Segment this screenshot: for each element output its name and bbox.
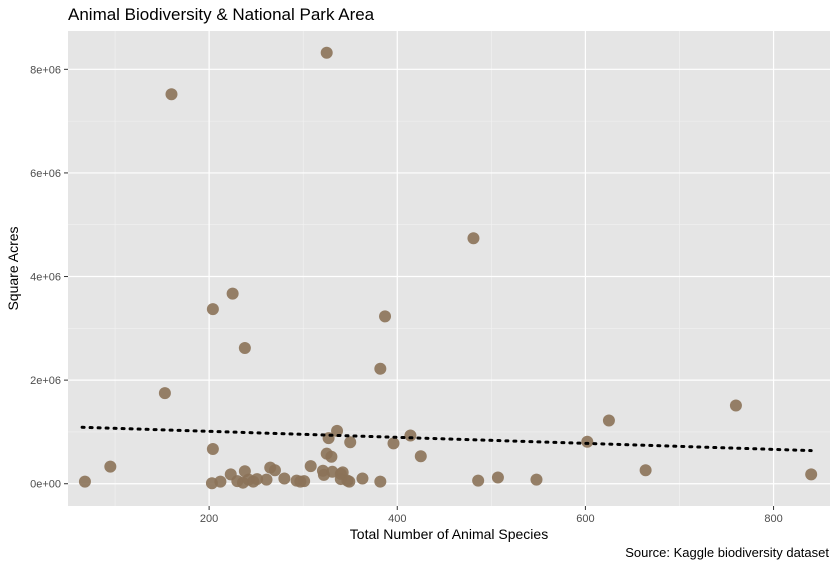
y-tick-label: 0e+00 [30,479,61,491]
y-tick-label: 6e+06 [30,168,61,180]
data-point [344,436,357,449]
data-point [581,435,594,448]
data-point [491,471,504,484]
data-point [78,475,91,488]
data-point [729,399,742,412]
data-point [467,232,480,245]
data-point [214,475,227,488]
x-tick-label: 600 [576,513,594,525]
major-gridlines [68,31,830,506]
data-point [278,472,291,485]
data-point [331,424,344,437]
y-tick-label: 8e+06 [30,64,61,76]
trend-line-layer [80,425,813,453]
chart-caption: Source: Kaggle biodiversity dataset [625,545,829,560]
data-point [268,464,281,477]
data-point [356,472,369,485]
data-point [251,473,264,486]
data-point [379,310,392,323]
x-tick-label: 800 [764,513,782,525]
data-point [374,475,387,488]
data-point [158,387,171,400]
data-point [805,468,818,481]
y-axis-title: Square Acres [5,226,21,310]
x-tick-label: 200 [200,513,218,525]
data-point [304,460,317,473]
data-point [104,460,117,473]
data-point [320,46,333,59]
trend-line [80,425,813,453]
data-point [414,450,427,463]
data-point [206,443,219,456]
data-point [165,88,178,101]
data-points [78,46,818,490]
data-point [298,475,311,488]
data-point [530,473,543,486]
minor-gridlines [68,31,830,506]
y-tick-label: 2e+06 [30,375,61,387]
data-point [387,437,400,450]
y-axis: 0e+00 2e+06 4e+06 6e+06 8e+06 [30,64,68,491]
x-axis: 200 400 600 800 [200,506,783,525]
data-point [602,414,615,427]
y-tick-label: 4e+06 [30,272,61,284]
data-point [472,474,485,487]
data-point [639,464,652,477]
data-point [374,362,387,375]
plot-panel [68,31,830,506]
data-point [226,287,239,300]
data-point [343,475,356,488]
x-tick-label: 400 [388,513,406,525]
chart-title: Animal Biodiversity & National Park Area [68,5,375,24]
data-point [238,342,251,355]
data-point [404,429,417,442]
data-point [260,473,273,486]
x-axis-title: Total Number of Animal Species [350,526,548,542]
data-point [325,450,338,463]
data-point [206,303,219,316]
